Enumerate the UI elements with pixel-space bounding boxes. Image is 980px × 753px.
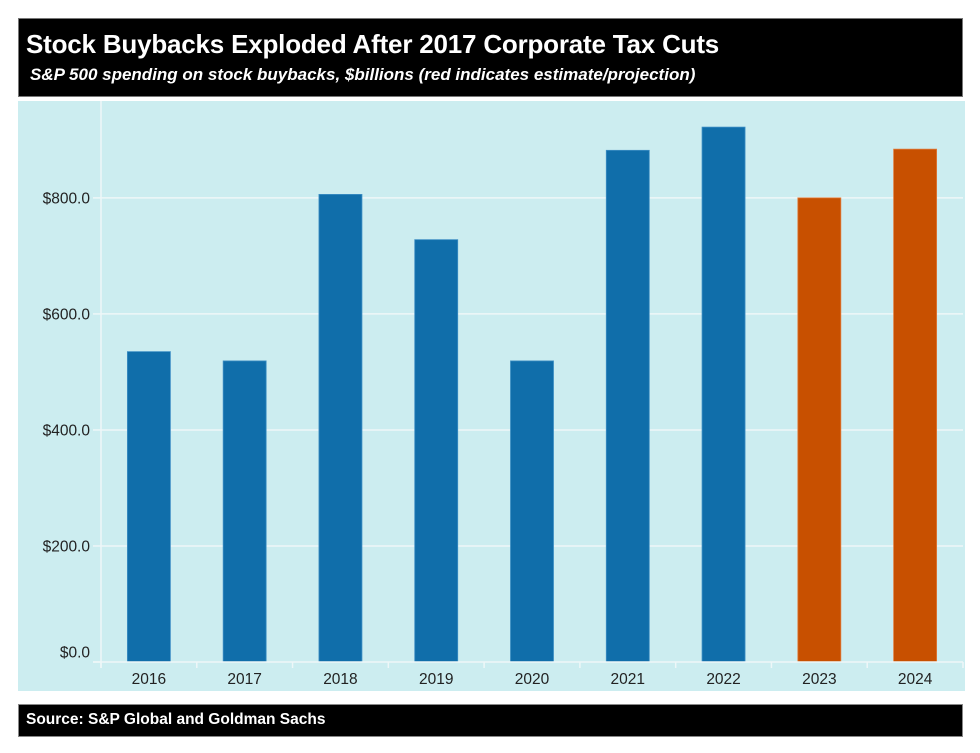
- bar-2019: [414, 239, 459, 663]
- bar-2020: [510, 360, 554, 663]
- bar-2021: [605, 149, 650, 663]
- y-axis-labels: $0.0 $200.0 $400.0 $600.0 $800.0: [43, 190, 91, 661]
- x-tick-label: 2017: [227, 671, 261, 688]
- axes: [93, 101, 964, 668]
- x-tick-label: 2016: [132, 671, 166, 688]
- source-text: Source: S&P Global and Goldman Sachs: [26, 711, 326, 728]
- chart-header: Stock Buybacks Exploded After 2017 Corpo…: [18, 18, 963, 97]
- bar-2024: [893, 148, 938, 663]
- x-tick-label: 2021: [611, 671, 645, 688]
- x-tick-label: 2018: [323, 671, 357, 688]
- bar-chart: $0.0$200.0$400.0$600.0$800.0 2016 2017 201…: [18, 101, 965, 691]
- y-tick-label: $0.0: [60, 645, 91, 662]
- y-tick-label: $400.0: [43, 422, 91, 439]
- x-tick-label: 2024: [898, 671, 933, 688]
- y-tick-label: $800.0: [43, 190, 91, 207]
- chart-area: $0.0 $200.0 $400.0 $600.0 $800.0 2016 2017 201…: [18, 101, 965, 691]
- bar-2022: [701, 126, 746, 663]
- x-tick-label: 2022: [706, 671, 740, 688]
- x-tick-label: 2023: [802, 671, 836, 688]
- bar-2016: [126, 351, 171, 663]
- bar-2017: [222, 360, 267, 663]
- bars: [126, 126, 938, 663]
- x-axis-labels: 2016 2017 2018 2019 2020 2021 2022 2023 2024: [132, 671, 933, 688]
- bar-2018: [318, 194, 363, 663]
- source-bar: Source: S&P Global and Goldman Sachs: [18, 704, 963, 737]
- x-tick-label: 2020: [515, 671, 550, 688]
- chart-subtitle: S&P 500 spending on stock buybacks, $bil…: [30, 65, 696, 84]
- y-tick-label: $600.0: [43, 306, 91, 323]
- bar-2023: [797, 197, 842, 663]
- chart-title: Stock Buybacks Exploded After 2017 Corpo…: [26, 29, 720, 59]
- y-tick-label: $200.0: [43, 538, 91, 555]
- x-tick-label: 2019: [419, 671, 453, 688]
